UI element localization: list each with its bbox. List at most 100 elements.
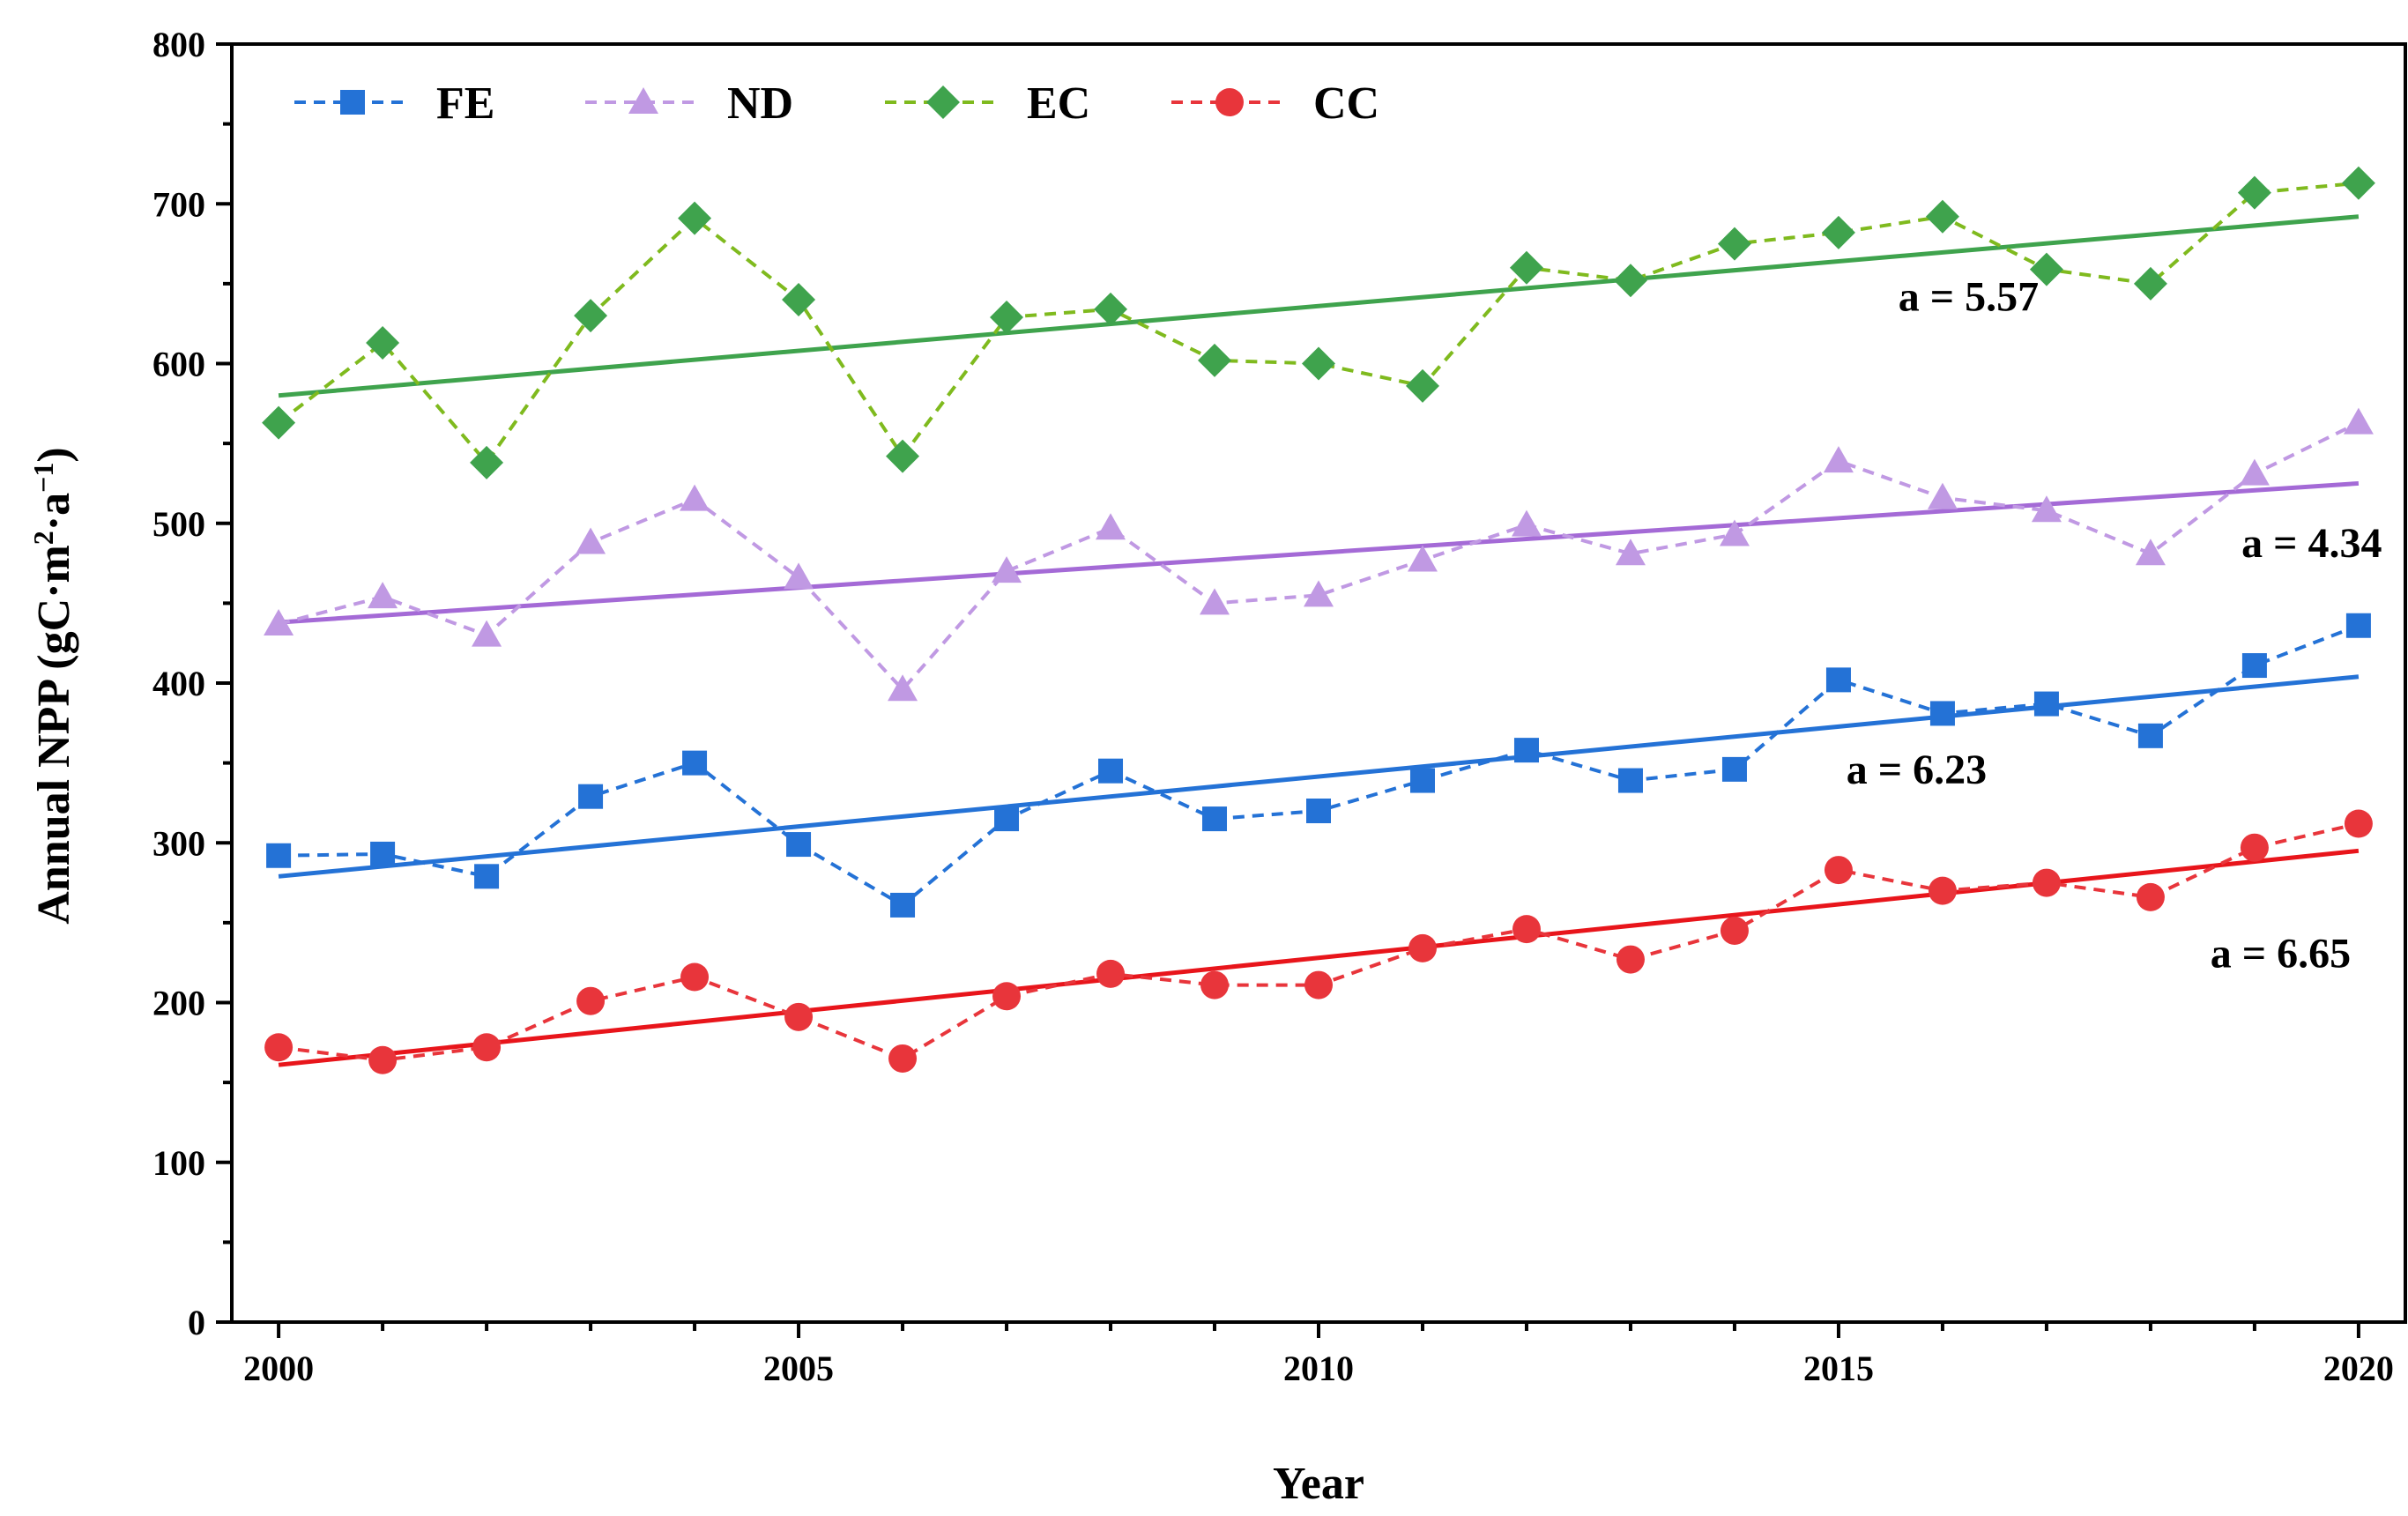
nd-point bbox=[1615, 539, 1646, 566]
nd-point bbox=[1200, 588, 1230, 615]
nd-point bbox=[1511, 509, 1542, 537]
ec-series-line bbox=[277, 181, 2360, 466]
ec-point bbox=[574, 299, 608, 333]
nd-point bbox=[2031, 495, 2062, 523]
ec-point bbox=[366, 325, 400, 360]
ec-point bbox=[262, 405, 296, 440]
fe-point bbox=[994, 806, 1020, 832]
ec-point bbox=[678, 201, 712, 235]
nd-point bbox=[1096, 513, 1126, 540]
cc-point bbox=[2344, 809, 2373, 838]
nd-point bbox=[1407, 545, 1438, 572]
ec-point bbox=[782, 283, 816, 316]
nd-series-line bbox=[278, 420, 2360, 693]
fe-point bbox=[2033, 691, 2059, 717]
nd-point bbox=[1719, 519, 1750, 546]
ec-point bbox=[886, 439, 920, 473]
y-axis-ticks: 0 100 200 300 400 500 600 700 800 bbox=[152, 25, 232, 1342]
ec-point bbox=[1613, 264, 1647, 298]
legend-marker-square bbox=[340, 90, 365, 115]
series-cc bbox=[264, 809, 2373, 1074]
ec-point bbox=[2237, 175, 2271, 210]
fe-point bbox=[682, 750, 708, 776]
fe-point bbox=[1306, 799, 1331, 823]
nd-point bbox=[1823, 446, 1854, 473]
cc-point bbox=[680, 962, 710, 992]
ec-trend-line bbox=[278, 214, 2360, 398]
slope-annotations: a = 5.57 a = 4.34 a = 6.23 a = 6.65 bbox=[1847, 274, 2382, 977]
ec-point bbox=[1717, 227, 1751, 261]
ec-point bbox=[1821, 215, 1855, 249]
slope-annotation: a = 6.23 bbox=[1847, 747, 1987, 793]
cc-point bbox=[472, 1033, 502, 1062]
y-tick-label: 700 bbox=[152, 184, 205, 224]
nd-point bbox=[1304, 580, 1334, 607]
nd-point bbox=[368, 582, 398, 609]
nd-point bbox=[472, 620, 502, 647]
legend-label: FE bbox=[436, 78, 494, 129]
cc-point bbox=[576, 986, 606, 1015]
x-axis-title: Year bbox=[1273, 1459, 1364, 1509]
fe-series-line bbox=[279, 623, 2360, 908]
series-fe bbox=[266, 613, 2371, 918]
x-axis-ticks: 2000 2005 2010 2015 2020 bbox=[243, 1322, 2394, 1388]
legend-label: CC bbox=[1313, 78, 1379, 129]
fe-point bbox=[1617, 768, 1643, 793]
legend-label: ND bbox=[727, 78, 793, 129]
legend-item-nd: ND bbox=[585, 78, 793, 129]
ec-point bbox=[2029, 252, 2063, 286]
x-tick-label: 2005 bbox=[763, 1349, 834, 1388]
nd-point bbox=[2135, 539, 2166, 566]
slope-annotation: a = 5.57 bbox=[1899, 274, 2039, 321]
fe-point bbox=[1202, 806, 1228, 832]
fe-point bbox=[1929, 701, 1955, 726]
ec-point bbox=[2341, 166, 2375, 200]
fe-point bbox=[1409, 768, 1435, 793]
nd-point bbox=[2343, 407, 2374, 435]
nd-point bbox=[2239, 458, 2270, 486]
nd-trend-line bbox=[278, 480, 2360, 625]
fe-point bbox=[578, 784, 604, 809]
y-tick-label: 200 bbox=[152, 984, 205, 1023]
y-tick-label: 100 bbox=[152, 1143, 205, 1183]
y-tick-label: 300 bbox=[152, 823, 205, 863]
legend-label: EC bbox=[1027, 78, 1090, 129]
legend-item-fe: FE bbox=[294, 78, 494, 129]
cc-point bbox=[1512, 915, 1541, 944]
cc-point bbox=[1304, 970, 1333, 1000]
plot-frame bbox=[230, 42, 2407, 1324]
series-nd bbox=[264, 407, 2374, 702]
cc-point bbox=[992, 982, 1022, 1011]
slope-annotation: a = 6.65 bbox=[2211, 931, 2351, 977]
ec-point bbox=[1405, 368, 1439, 403]
nd-point bbox=[992, 556, 1022, 583]
nd-point bbox=[1927, 482, 1958, 509]
fe-point bbox=[1098, 758, 1124, 784]
x-tick-label: 2000 bbox=[243, 1349, 314, 1388]
fe-trend-line bbox=[278, 674, 2360, 879]
y-axis-title: Annual NPP (gC·m2·a−1) bbox=[27, 447, 79, 924]
ec-point bbox=[1925, 199, 1959, 234]
fe-point bbox=[890, 892, 916, 918]
fe-point bbox=[370, 841, 396, 866]
nd-point bbox=[680, 484, 710, 511]
fe-point bbox=[1825, 667, 1851, 693]
cc-point bbox=[1616, 945, 1645, 974]
legend: FE ND EC CC bbox=[294, 78, 1379, 129]
cc-point bbox=[1720, 916, 1749, 945]
series-layer bbox=[262, 166, 2375, 1074]
cc-point bbox=[368, 1045, 398, 1074]
fe-point bbox=[1513, 738, 1539, 763]
ec-point bbox=[1302, 346, 1335, 381]
cc-series-line bbox=[278, 821, 2360, 1062]
cc-point bbox=[1824, 856, 1853, 885]
cc-trend-line bbox=[278, 848, 2360, 1067]
nd-point bbox=[264, 608, 294, 635]
legend-marker-triangle bbox=[628, 87, 658, 114]
cc-point bbox=[2240, 833, 2269, 862]
y-tick-label: 800 bbox=[152, 25, 205, 64]
x-tick-label: 2015 bbox=[1803, 1349, 1874, 1388]
ec-point bbox=[1198, 343, 1232, 377]
cc-point bbox=[784, 1002, 814, 1031]
fe-point bbox=[266, 843, 292, 868]
